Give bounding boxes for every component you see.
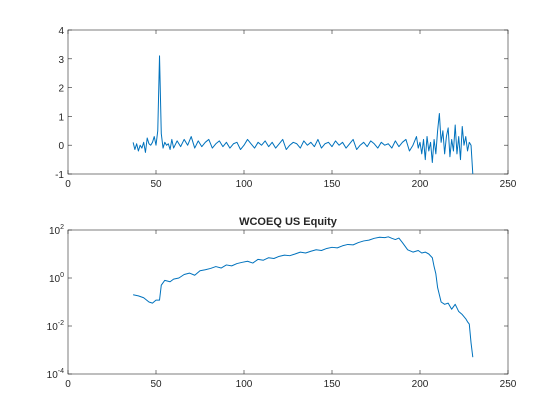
x-tick-label: 0 [65,179,71,190]
x-tick-label: 0 [65,379,71,390]
y-tick-label: 2 [58,84,64,95]
bottom-plot-ticks [67,229,509,375]
bottom-plot-title: WCOEQ US Equity [239,216,338,228]
bottom-log-plot: WCOEQ US Equity 0 50 100 150 200 250 10-4 10-2 1… [47,216,517,390]
x-tick-label: 50 [150,379,162,390]
x-tick-label: 100 [236,379,253,390]
y-tick-label: 3 [58,55,64,66]
x-tick-label: 250 [500,179,517,190]
y-tick-label: 102 [49,224,64,237]
bottom-plot-tick-labels: 0 50 100 150 200 250 10-4 10-2 100 102 [47,224,517,390]
bottom-plot-axes-box [67,229,509,375]
x-tick-label: 200 [412,179,429,190]
top-plot-axes-box [67,29,509,175]
x-tick-label: 250 [500,379,517,390]
top-plot-ticks [67,29,509,175]
y-tick-label: 0 [58,141,64,152]
y-tick-label: 1 [58,112,64,123]
y-tick-label: 10-2 [47,320,64,333]
y-tick-label: 100 [49,272,64,285]
x-tick-label: 200 [412,379,429,390]
top-plot-series-line [132,55,474,175]
y-tick-label: 10-4 [47,368,64,381]
x-tick-label: 150 [324,379,341,390]
x-tick-label: 150 [324,179,341,190]
bottom-plot-series-line [133,236,474,358]
x-tick-label: 100 [236,179,253,190]
x-tick-label: 50 [150,179,162,190]
y-tick-label: -1 [55,170,64,181]
y-tick-label: 4 [58,26,64,37]
